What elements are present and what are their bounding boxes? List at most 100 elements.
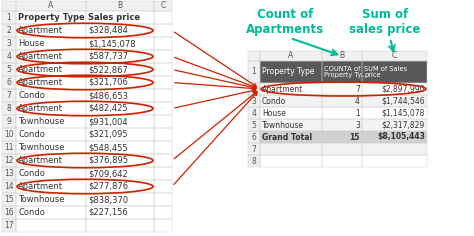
Text: $2,317,829: $2,317,829 [382, 121, 425, 130]
Text: $1,145,078: $1,145,078 [382, 109, 425, 118]
Bar [2, 128, 16, 141]
Bar [86, 76, 154, 89]
Text: Townhouse: Townhouse [18, 143, 64, 152]
Bar [248, 143, 260, 155]
Text: 7: 7 [252, 144, 256, 153]
Bar [154, 24, 172, 37]
Bar [16, 180, 86, 193]
Text: Sum of
sales price: Sum of sales price [349, 8, 421, 36]
Text: B: B [118, 1, 123, 10]
Bar [154, 63, 172, 76]
Bar [2, 102, 16, 115]
Bar [154, 167, 172, 180]
Text: Apartment: Apartment [262, 84, 303, 93]
Text: Sales price: Sales price [88, 13, 140, 22]
Text: $931,004: $931,004 [88, 117, 128, 126]
Bar [16, 206, 86, 219]
Bar [16, 128, 86, 141]
Text: $482,425: $482,425 [88, 104, 128, 113]
Text: $522,867: $522,867 [88, 65, 128, 74]
Bar [16, 115, 86, 128]
Bar [86, 180, 154, 193]
Text: $277,876: $277,876 [88, 182, 128, 191]
Bar [322, 107, 362, 119]
Text: A: A [288, 51, 293, 60]
Text: Townhouse: Townhouse [18, 195, 64, 204]
Bar [16, 141, 86, 154]
Text: 3: 3 [355, 121, 360, 130]
Text: Townhouse: Townhouse [262, 121, 304, 130]
Text: House: House [18, 39, 45, 48]
Text: 15: 15 [4, 195, 14, 204]
Text: Apartment: Apartment [18, 104, 63, 113]
Bar [86, 89, 154, 102]
Bar [154, 128, 172, 141]
Text: $321,095: $321,095 [88, 130, 128, 139]
Text: 4: 4 [252, 109, 256, 118]
Bar [2, 115, 16, 128]
Bar [154, 102, 172, 115]
Text: Apartment: Apartment [18, 182, 63, 191]
Text: $227,156: $227,156 [88, 208, 128, 217]
Bar [2, 37, 16, 50]
Bar [86, 219, 154, 232]
Bar [154, 154, 172, 167]
Bar [16, 76, 86, 89]
Bar [2, 154, 16, 167]
Bar [260, 83, 322, 95]
Bar [260, 61, 322, 83]
Bar [16, 102, 86, 115]
Bar [362, 95, 427, 107]
Bar [86, 167, 154, 180]
Text: 3: 3 [7, 39, 11, 48]
Text: 8: 8 [252, 156, 256, 165]
Bar [154, 115, 172, 128]
Bar [86, 141, 154, 154]
Bar [248, 155, 260, 167]
Bar [2, 206, 16, 219]
Text: $709,642: $709,642 [88, 169, 128, 178]
Text: 1: 1 [7, 13, 11, 22]
Text: Apartment: Apartment [18, 52, 63, 61]
Text: 9: 9 [7, 117, 11, 126]
Text: Condo: Condo [18, 208, 45, 217]
Text: 15: 15 [350, 132, 360, 142]
Bar [86, 63, 154, 76]
Bar [2, 141, 16, 154]
Text: B: B [339, 51, 345, 60]
Bar [322, 95, 362, 107]
Text: $376,895: $376,895 [88, 156, 128, 165]
Bar [2, 11, 16, 24]
Bar [248, 107, 260, 119]
Text: Apartment: Apartment [18, 65, 63, 74]
Bar [2, 167, 16, 180]
Bar [362, 61, 427, 83]
Text: Property Type: Property Type [262, 67, 315, 76]
Bar [2, 24, 16, 37]
Bar [154, 219, 172, 232]
Bar [154, 76, 172, 89]
Bar [248, 131, 260, 143]
Bar [248, 119, 260, 131]
Text: 16: 16 [4, 208, 14, 217]
Text: 17: 17 [4, 221, 14, 230]
Bar [16, 50, 86, 63]
Text: House: House [262, 109, 286, 118]
Bar [260, 143, 322, 155]
Bar [260, 119, 322, 131]
Bar [362, 131, 427, 143]
Text: 5: 5 [252, 121, 256, 130]
Bar [16, 193, 86, 206]
Text: Property Type: Property Type [18, 13, 85, 22]
Text: COUNTA of
Property Ty...: COUNTA of Property Ty... [324, 66, 367, 78]
Bar [2, 50, 16, 63]
Text: 10: 10 [4, 130, 14, 139]
Bar [86, 37, 154, 50]
Bar [86, 128, 154, 141]
Bar [362, 51, 427, 61]
Bar [248, 83, 260, 95]
Bar [2, 1, 16, 11]
Bar [16, 24, 86, 37]
Bar [154, 11, 172, 24]
Text: 3: 3 [252, 97, 256, 105]
